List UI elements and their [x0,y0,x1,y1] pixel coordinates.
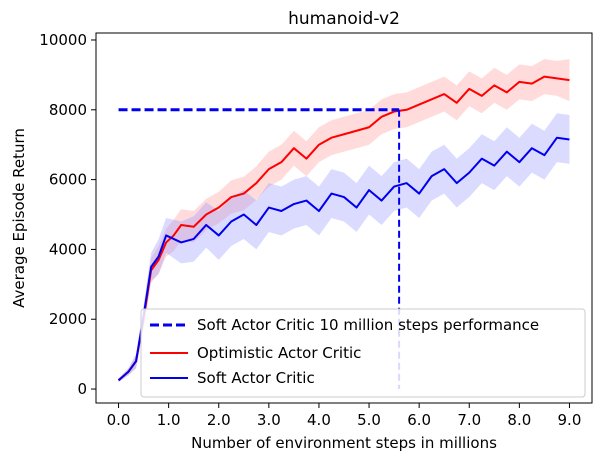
plot-frame [95,32,593,404]
x-tick-label: 1.0 [157,411,181,429]
y-tick-label: 2000 [49,310,87,328]
confidence-band-optimistic-actor-critic [118,59,570,383]
x-tick-label: 8.0 [507,411,531,429]
series-line-soft-actor-critic [117,136,570,382]
x-tick-label: 6.0 [407,411,431,429]
y-tick-label: 8000 [49,101,87,119]
legend-label-reference: Soft Actor Critic 10 million steps perfo… [197,316,539,334]
x-tick-label: 4.0 [307,411,331,429]
x-tick-label: 3.0 [257,411,281,429]
confidence-band-soft-actor-critic [118,113,570,383]
y-tick-label: 0 [77,380,87,398]
x-tick-label: 7.0 [457,411,481,429]
legend-label-optimistic-actor-critic: Optimistic Actor Critic [197,344,361,362]
x-tick-label: 9.0 [558,411,582,429]
y-tick-label: 4000 [49,240,87,258]
y-tick-label: 10000 [39,31,87,49]
x-tick-label: 5.0 [357,411,381,429]
y-tick-label: 6000 [49,171,87,189]
y-axis-title: Average Episode Return [10,128,28,308]
legend: Soft Actor Critic 10 million steps perfo… [140,308,586,398]
legend-label-soft-actor-critic: Soft Actor Critic [197,369,315,387]
legend-box [140,308,586,398]
x-tick-label: 0.0 [107,411,131,429]
x-tick-label: 2.0 [207,411,231,429]
chart-title: humanoid-v2 [288,9,400,29]
x-axis-title: Number of environment steps in millions [191,434,497,452]
series-line-optimistic-actor-critic [117,75,570,382]
